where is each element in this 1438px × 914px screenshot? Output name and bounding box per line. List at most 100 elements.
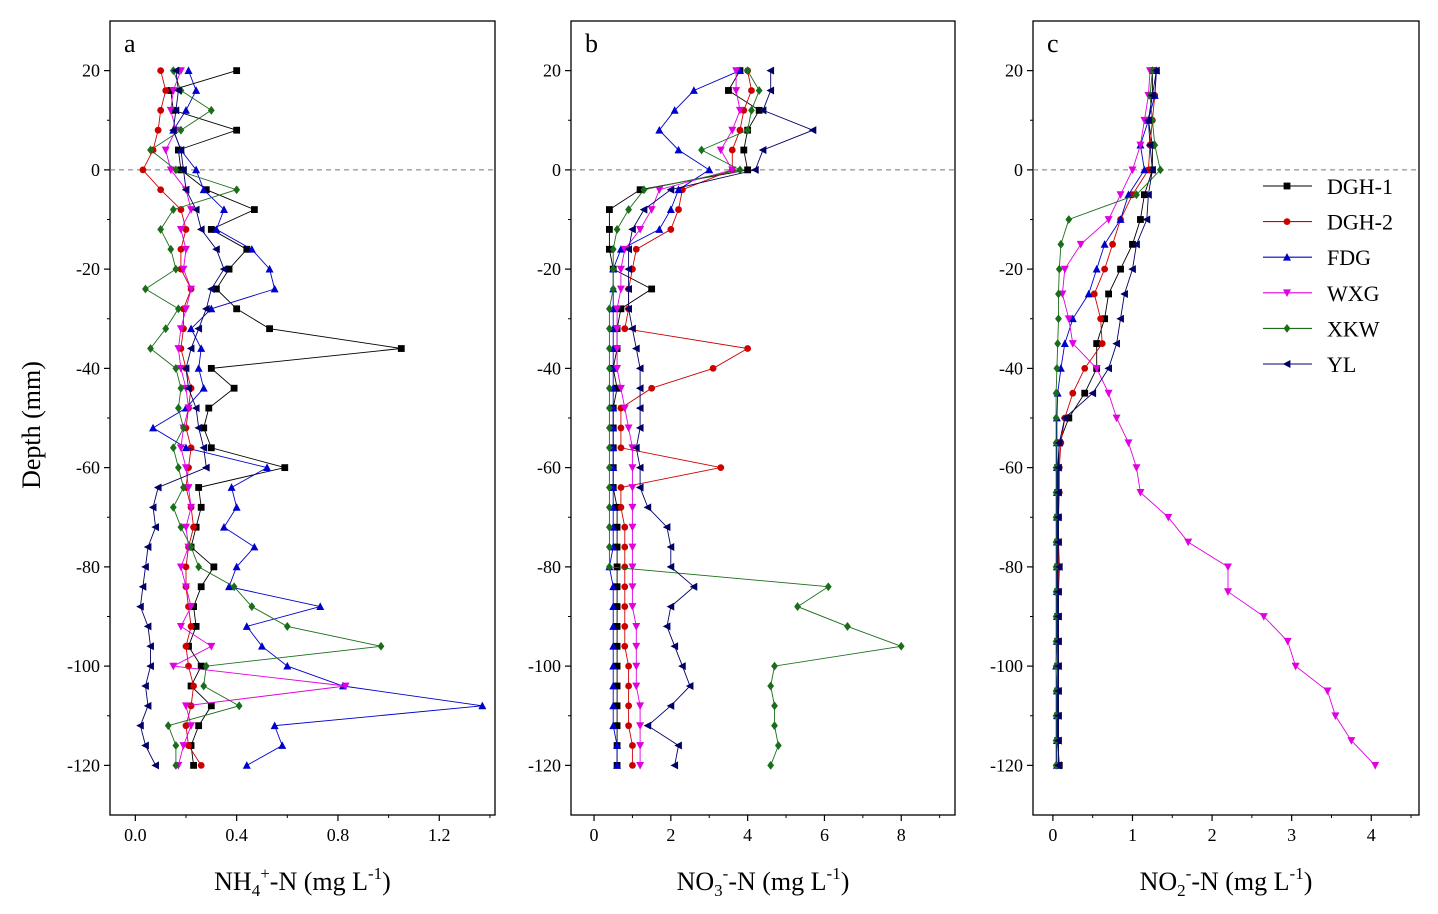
data-point xyxy=(632,642,641,651)
data-point xyxy=(194,364,203,372)
data-point xyxy=(635,384,644,393)
data-point xyxy=(181,364,190,373)
data-point xyxy=(616,285,625,294)
data-point xyxy=(824,582,832,592)
data-point xyxy=(1104,364,1113,373)
data-point xyxy=(169,87,178,95)
data-point xyxy=(666,185,675,194)
data-point xyxy=(606,344,613,353)
data-point xyxy=(191,205,200,214)
data-point xyxy=(233,185,241,195)
data-point xyxy=(1259,613,1268,621)
data-point xyxy=(169,126,177,135)
data-point xyxy=(1323,687,1332,696)
data-point xyxy=(141,562,149,571)
data-point xyxy=(190,523,197,531)
data-point xyxy=(202,661,210,671)
data-point xyxy=(1054,587,1062,596)
data-point xyxy=(281,464,289,472)
data-point xyxy=(674,741,682,750)
data-point xyxy=(606,363,613,373)
data-point xyxy=(1068,340,1077,348)
panel-b: 20 0 -20 -40 -60 -80 -100 -120 0 2 4 6 8 b NO3--N (mg … xyxy=(528,20,956,900)
data-point xyxy=(265,264,274,273)
data-point xyxy=(171,66,180,75)
data-point xyxy=(187,603,196,611)
data-point xyxy=(609,582,618,591)
data-point xyxy=(613,722,621,730)
data-point xyxy=(609,721,618,730)
series-line xyxy=(144,70,382,766)
data-point xyxy=(176,364,185,373)
data-point xyxy=(740,146,748,154)
legend: DGH-1 DGH-2 FDG WXG XKW YL xyxy=(1263,174,1393,377)
data-point xyxy=(620,404,629,413)
data-point xyxy=(184,404,193,413)
data-point xyxy=(636,702,645,711)
data-point xyxy=(613,662,621,670)
data-point xyxy=(1117,265,1124,273)
y-tick-label: -120 xyxy=(990,755,1023,775)
series-dgh-1 xyxy=(1054,67,1156,769)
data-point xyxy=(185,742,192,749)
data-point xyxy=(620,245,629,254)
data-point xyxy=(232,503,241,511)
data-point xyxy=(1092,364,1101,373)
series-xkw xyxy=(142,66,385,770)
data-point xyxy=(154,126,162,134)
legend-marker xyxy=(1283,182,1291,190)
data-point xyxy=(233,126,241,134)
data-point xyxy=(207,284,215,293)
data-point xyxy=(1137,216,1144,223)
data-point xyxy=(1052,388,1060,398)
data-point xyxy=(628,484,637,492)
y-tick-label: -40 xyxy=(76,358,100,378)
data-point xyxy=(628,543,637,552)
data-point xyxy=(219,522,228,531)
data-point xyxy=(157,186,165,194)
y-tick-label: -100 xyxy=(67,656,100,676)
data-point xyxy=(662,622,671,631)
data-point xyxy=(655,225,664,233)
data-point xyxy=(181,305,190,314)
y-tick-label: -80 xyxy=(537,557,561,577)
data-point xyxy=(632,443,640,452)
data-point xyxy=(143,622,152,631)
data-point xyxy=(625,702,632,710)
data-point xyxy=(177,383,185,393)
data-point xyxy=(609,244,617,254)
data-point xyxy=(182,226,190,233)
x-tick-label: 0 xyxy=(590,825,599,845)
data-point xyxy=(176,444,185,452)
data-point xyxy=(172,363,180,373)
data-point xyxy=(674,185,683,194)
x-tick-label: 0.0 xyxy=(124,825,147,845)
data-point xyxy=(628,583,637,591)
data-point xyxy=(632,682,641,691)
data-point xyxy=(1104,389,1113,398)
data-point xyxy=(606,463,613,473)
data-point xyxy=(606,522,613,532)
data-point xyxy=(613,642,621,650)
data-point xyxy=(1148,115,1156,125)
data-point xyxy=(1054,612,1062,621)
panel-letter: c xyxy=(1047,29,1059,58)
data-point xyxy=(1093,340,1101,347)
data-point xyxy=(172,264,180,274)
data-point xyxy=(606,226,613,233)
data-point xyxy=(624,424,633,433)
x-tick-label: 8 xyxy=(897,825,906,845)
data-point xyxy=(613,305,622,314)
data-point xyxy=(341,682,350,691)
data-point xyxy=(744,66,752,76)
y-tick-label: -120 xyxy=(67,755,100,775)
data-point xyxy=(613,623,621,630)
data-point xyxy=(685,681,694,690)
data-point xyxy=(655,125,664,134)
panel-a: 20 0 -20 -40 -60 -80 -100 -120 0.0 0.4 0.8 1.2 a NH4+… xyxy=(67,20,496,900)
data-point xyxy=(172,165,180,175)
data-point xyxy=(613,345,622,353)
data-point xyxy=(169,502,177,512)
data-point xyxy=(635,404,644,413)
